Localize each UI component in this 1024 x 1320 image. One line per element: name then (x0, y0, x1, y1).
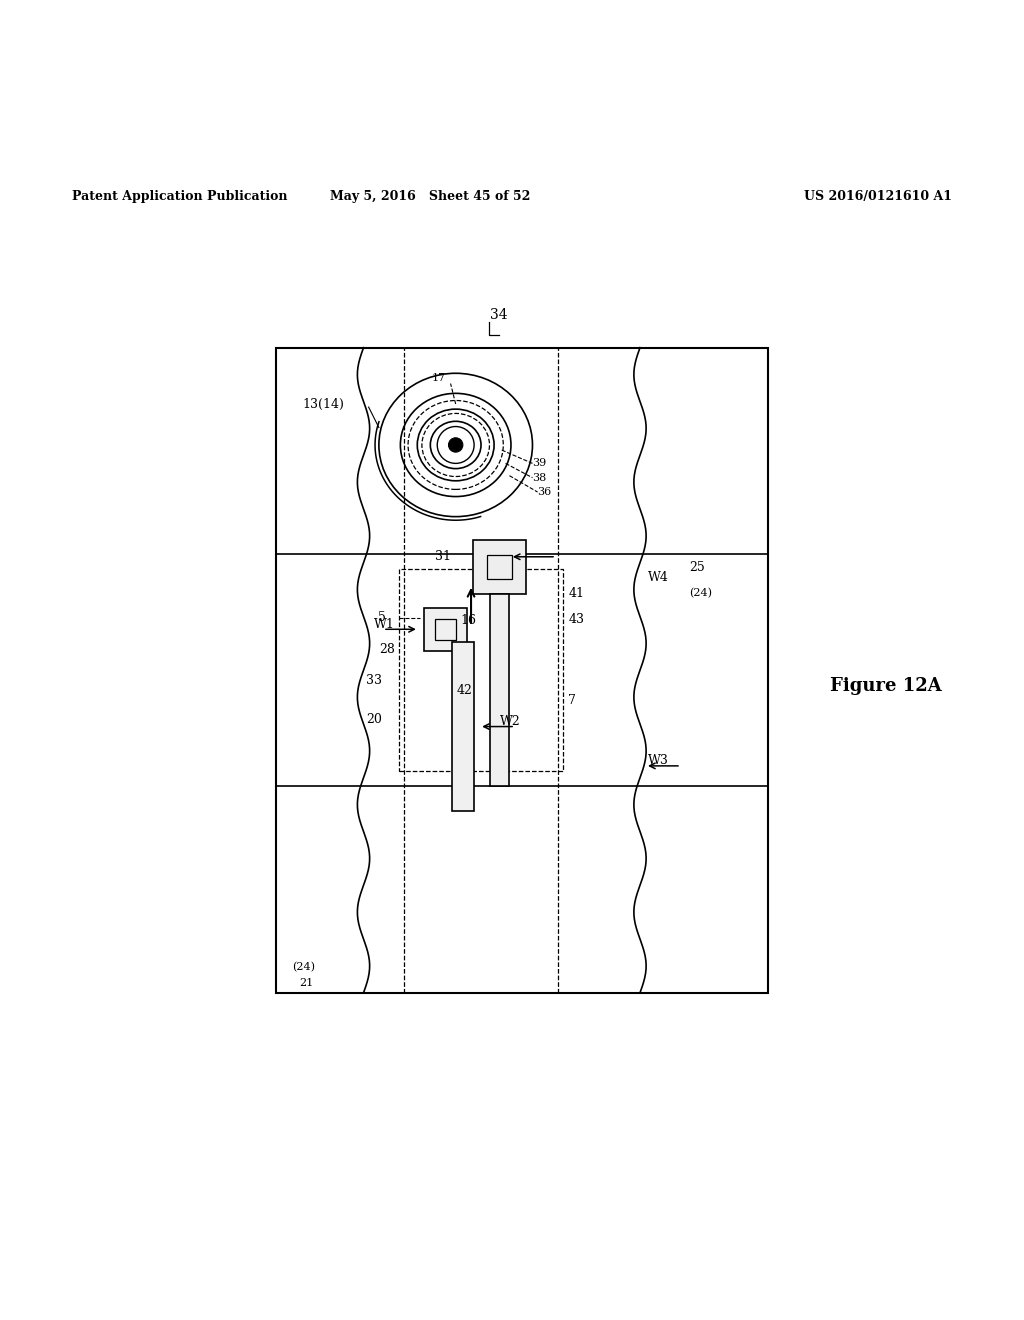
Text: 7: 7 (568, 694, 577, 708)
Text: 34: 34 (489, 308, 508, 322)
Text: 25: 25 (689, 561, 705, 573)
Text: 16: 16 (461, 614, 477, 627)
Text: Figure 12A: Figure 12A (829, 677, 942, 694)
Text: 13(14): 13(14) (302, 397, 344, 411)
Bar (435, 619, 456, 639)
Text: 28: 28 (379, 643, 395, 656)
Text: W3: W3 (648, 754, 669, 767)
Text: 42: 42 (456, 684, 472, 697)
Text: 43: 43 (568, 612, 585, 626)
Text: 41: 41 (568, 587, 585, 599)
Bar (452, 642, 474, 810)
Text: 20: 20 (366, 713, 382, 726)
Text: W2: W2 (500, 715, 520, 727)
Bar (399, 569, 563, 771)
Text: 31: 31 (434, 550, 451, 564)
Text: 5: 5 (378, 611, 386, 624)
Text: Patent Application Publication: Patent Application Publication (72, 190, 287, 203)
Text: 33: 33 (366, 675, 382, 686)
Bar (490, 594, 509, 787)
Text: 39: 39 (532, 458, 547, 469)
Text: W1: W1 (375, 618, 395, 631)
Circle shape (449, 438, 463, 453)
Text: 36: 36 (538, 487, 552, 498)
Text: (24): (24) (689, 587, 712, 598)
Text: 21: 21 (299, 978, 313, 987)
Bar (487, 554, 512, 579)
Bar (276, 347, 768, 993)
Text: 17: 17 (431, 374, 445, 383)
Bar (424, 607, 467, 651)
Text: May 5, 2016   Sheet 45 of 52: May 5, 2016 Sheet 45 of 52 (330, 190, 530, 203)
Text: W4: W4 (648, 570, 669, 583)
Text: US 2016/0121610 A1: US 2016/0121610 A1 (804, 190, 952, 203)
Bar (473, 540, 526, 594)
Text: (24): (24) (292, 962, 314, 973)
Text: 38: 38 (532, 473, 547, 483)
